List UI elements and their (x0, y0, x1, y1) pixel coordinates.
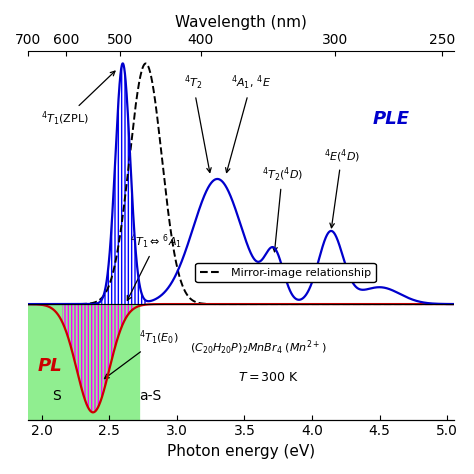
Text: $^4E(^4D)$: $^4E(^4D)$ (324, 147, 360, 228)
Text: $(C_{20}H_{20}P)_2MnBr_4$ $(Mn^{2+})$: $(C_{20}H_{20}P)_2MnBr_4$ $(Mn^{2+})$ (191, 339, 327, 357)
Text: $^4T_2$: $^4T_2$ (184, 74, 211, 173)
Text: $^4T_2(^4D)$: $^4T_2(^4D)$ (262, 165, 303, 252)
X-axis label: Photon energy (eV): Photon energy (eV) (167, 444, 315, 459)
Text: PL: PL (37, 357, 63, 375)
Text: a-S: a-S (139, 389, 161, 403)
Text: $^4T_1$(ZPL): $^4T_1$(ZPL) (41, 71, 115, 128)
Text: $^4T_1(E_0)$: $^4T_1(E_0)$ (104, 329, 178, 379)
X-axis label: Wavelength (nm): Wavelength (nm) (175, 15, 307, 30)
Text: S: S (53, 389, 61, 403)
Legend: Mirror-image relationship: Mirror-image relationship (195, 263, 375, 282)
Text: $^4T_1\Leftrightarrow\,^6A_1$: $^4T_1\Leftrightarrow\,^6A_1$ (128, 233, 182, 301)
Text: $^4A_1,\,^4E$: $^4A_1,\,^4E$ (226, 74, 271, 173)
Text: PLE: PLE (373, 109, 410, 128)
Text: $T = 300$ K: $T = 300$ K (237, 371, 299, 384)
